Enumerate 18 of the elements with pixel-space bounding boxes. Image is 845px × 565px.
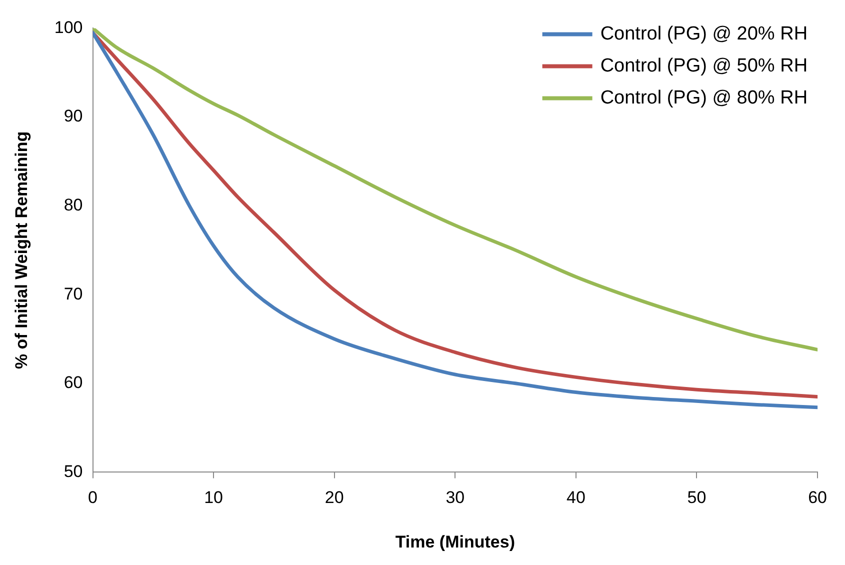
x-tick-label: 10 [204,488,224,508]
x-tick-label: 40 [566,488,586,508]
x-tick-label: 20 [324,488,344,508]
x-tick-label: 60 [808,488,828,508]
legend-label: Control (PG) @ 20% RH [600,23,808,44]
y-tick-label: 70 [64,284,83,304]
legend-label: Control (PG) @ 80% RH [600,87,808,108]
y-tick-label: 80 [64,195,83,214]
x-tick-label: 50 [687,488,706,508]
x-tick-label: 0 [88,488,98,508]
y-tick-label: 50 [64,462,83,481]
x-axis-title: Time (Minutes) [395,532,515,552]
y-tick-label: 100 [54,18,83,37]
x-tick-label: 30 [446,488,465,508]
y-tick-label: 60 [64,373,83,392]
legend-label: Control (PG) @ 50% RH [600,55,808,76]
y-axis-title: % of Initial Weight Remaining [12,131,31,370]
y-tick-label: 90 [64,106,83,126]
